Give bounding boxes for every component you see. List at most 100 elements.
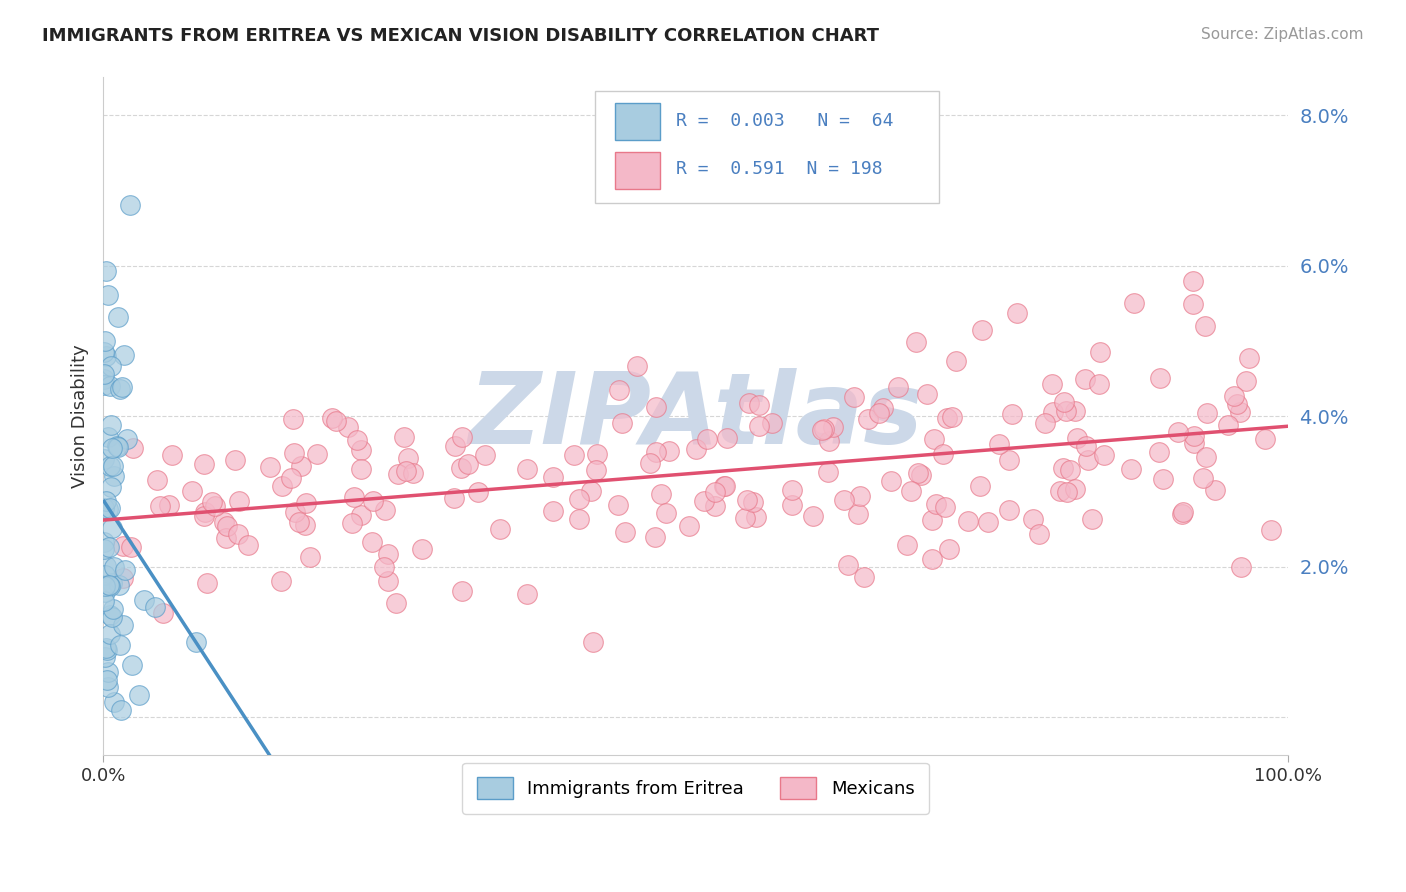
Point bbox=[922, 432, 945, 446]
Point bbox=[1170, 507, 1192, 521]
Point bbox=[1022, 512, 1045, 526]
Point bbox=[956, 514, 979, 528]
Point bbox=[678, 518, 700, 533]
Point bbox=[201, 495, 224, 509]
Point bbox=[93, 535, 115, 549]
Point bbox=[146, 473, 169, 487]
Point bbox=[607, 384, 630, 398]
Point bbox=[98, 607, 121, 622]
Point bbox=[93, 367, 115, 381]
Point bbox=[94, 349, 117, 363]
Point bbox=[110, 703, 132, 717]
Point bbox=[451, 430, 474, 444]
Point bbox=[96, 641, 118, 656]
Point bbox=[450, 460, 472, 475]
Point bbox=[1042, 404, 1064, 418]
Point bbox=[579, 483, 602, 498]
Point bbox=[543, 503, 565, 517]
Point bbox=[321, 411, 343, 425]
Text: Source: ZipAtlas.com: Source: ZipAtlas.com bbox=[1201, 27, 1364, 42]
Point bbox=[121, 657, 143, 672]
Point bbox=[1181, 297, 1204, 311]
Point bbox=[1005, 306, 1028, 320]
Point bbox=[1088, 377, 1111, 392]
Text: IMMIGRANTS FROM ERITREA VS MEXICAN VISION DISABILITY CORRELATION CHART: IMMIGRANTS FROM ERITREA VS MEXICAN VISIO… bbox=[42, 27, 879, 45]
Point bbox=[108, 382, 131, 396]
Point bbox=[307, 447, 329, 461]
Point bbox=[112, 348, 135, 362]
Point bbox=[157, 499, 180, 513]
Point bbox=[685, 442, 707, 456]
Point bbox=[110, 380, 132, 394]
Point bbox=[325, 413, 347, 427]
Point bbox=[921, 551, 943, 566]
Point bbox=[107, 310, 129, 324]
Point bbox=[280, 471, 302, 485]
Point bbox=[361, 494, 384, 508]
Point bbox=[811, 423, 834, 437]
Point bbox=[626, 359, 648, 374]
Legend: Immigrants from Eritrea, Mexicans: Immigrants from Eritrea, Mexicans bbox=[463, 763, 929, 814]
Point bbox=[411, 541, 433, 556]
Point bbox=[638, 456, 661, 470]
Text: R =  0.003   N =  64: R = 0.003 N = 64 bbox=[675, 112, 893, 130]
Point bbox=[114, 563, 136, 577]
Point bbox=[100, 359, 122, 373]
Point bbox=[745, 510, 768, 524]
Point bbox=[748, 419, 770, 434]
Point bbox=[844, 390, 866, 404]
Point bbox=[585, 463, 607, 477]
Point bbox=[1081, 512, 1104, 526]
Point bbox=[361, 535, 384, 549]
Point bbox=[1052, 460, 1074, 475]
Point bbox=[101, 458, 124, 473]
Point bbox=[813, 422, 835, 436]
Point bbox=[97, 430, 120, 444]
Point bbox=[337, 420, 360, 434]
Point bbox=[925, 497, 948, 511]
Point bbox=[214, 531, 236, 545]
Point bbox=[716, 431, 738, 445]
Point bbox=[103, 601, 125, 615]
Point bbox=[849, 489, 872, 503]
Point bbox=[998, 502, 1021, 516]
Point bbox=[818, 434, 841, 448]
Point bbox=[97, 540, 120, 554]
Point bbox=[294, 518, 316, 533]
Point bbox=[98, 501, 121, 516]
Point bbox=[100, 521, 122, 535]
Point bbox=[298, 549, 321, 564]
Point bbox=[100, 417, 122, 432]
Point bbox=[568, 491, 591, 506]
Point bbox=[228, 494, 250, 508]
Point bbox=[489, 522, 512, 536]
Point bbox=[346, 433, 368, 447]
Point bbox=[98, 458, 121, 473]
Point bbox=[101, 441, 124, 455]
Point bbox=[204, 499, 226, 513]
Point bbox=[98, 626, 121, 640]
Point bbox=[516, 462, 538, 476]
Point bbox=[610, 416, 633, 430]
Text: R =  0.591  N = 198: R = 0.591 N = 198 bbox=[675, 160, 882, 178]
Point bbox=[340, 516, 363, 531]
Point bbox=[738, 396, 761, 410]
Point bbox=[111, 571, 134, 585]
Point bbox=[856, 412, 879, 426]
Point bbox=[1194, 318, 1216, 333]
Point bbox=[396, 451, 419, 466]
Point bbox=[868, 406, 890, 420]
Point bbox=[443, 491, 465, 505]
Point bbox=[97, 665, 120, 679]
Point bbox=[181, 484, 204, 499]
Point bbox=[107, 440, 129, 454]
Point bbox=[837, 558, 859, 572]
Point bbox=[1001, 407, 1024, 421]
Point bbox=[259, 459, 281, 474]
Point bbox=[921, 513, 943, 527]
Point bbox=[1076, 439, 1098, 453]
Point bbox=[748, 398, 770, 412]
Point bbox=[105, 439, 128, 453]
Point bbox=[93, 344, 115, 359]
Point bbox=[97, 288, 120, 302]
